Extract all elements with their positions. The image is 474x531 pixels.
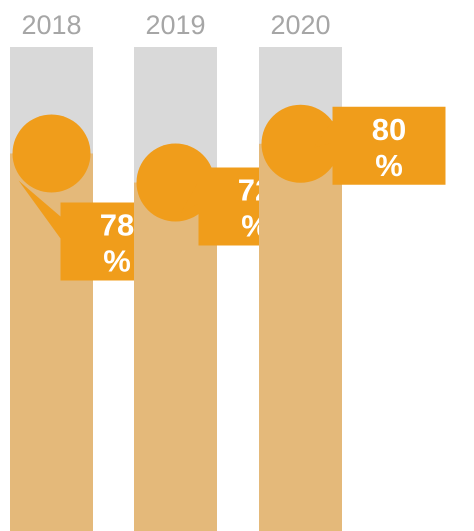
year-label-2019: 2019 xyxy=(145,10,205,40)
value-marker-2018 xyxy=(12,114,91,193)
value-label-2018: 78% xyxy=(100,207,134,278)
year-label-2018: 2018 xyxy=(21,10,81,40)
value-marker-2020 xyxy=(261,104,340,183)
bar-fill-2020 xyxy=(259,143,342,531)
value-callout-2020 xyxy=(313,106,446,185)
value-label-2020: 80% xyxy=(372,112,406,183)
year-label-2020: 2020 xyxy=(270,10,330,40)
